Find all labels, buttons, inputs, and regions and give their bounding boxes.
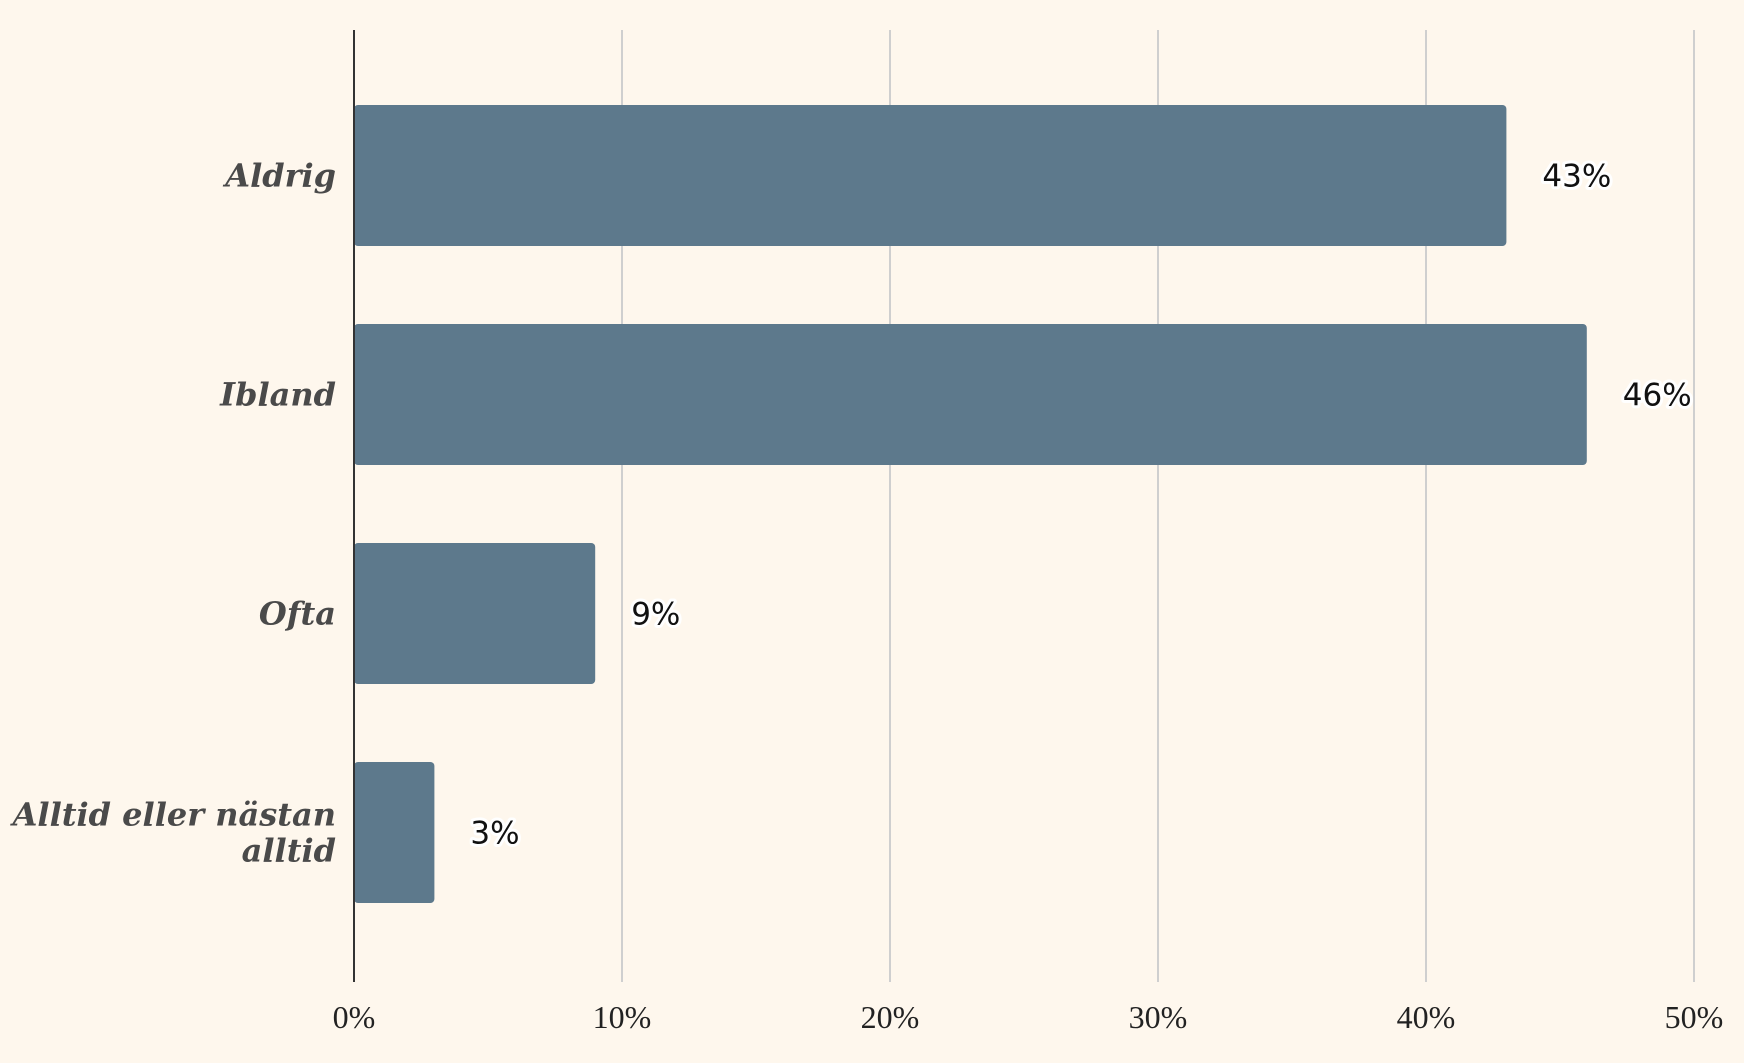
bar-aldrig (354, 105, 1507, 246)
x-tick-label: 40% (1397, 999, 1456, 1035)
category-label: Ibland (219, 376, 336, 414)
bar-ofta (354, 543, 596, 684)
bar-alltid-eller-nästan-alltid (354, 762, 435, 903)
bars (354, 105, 1587, 903)
labels: 0% 10% 20% 30% 40% 50% 43% Aldrig 46% Ibland 9% Oft… (10, 156, 1724, 1036)
category-label: Ofta (259, 595, 336, 633)
x-tick-label: 30% (1129, 999, 1188, 1035)
value-label: 43% (1542, 159, 1611, 195)
bar-ibland (354, 324, 1587, 465)
category-label: Alltid eller nästan alltid (10, 796, 336, 870)
category-label: Aldrig (222, 157, 336, 195)
x-tick-label: 50% (1665, 999, 1724, 1035)
x-tick-label: 10% (593, 999, 652, 1035)
value-label: 3% (470, 816, 519, 852)
value-label: 46% (1623, 378, 1692, 414)
x-tick-label: 20% (861, 999, 920, 1035)
x-tick-label: 0% (333, 999, 376, 1035)
value-label: 9% (631, 597, 680, 633)
